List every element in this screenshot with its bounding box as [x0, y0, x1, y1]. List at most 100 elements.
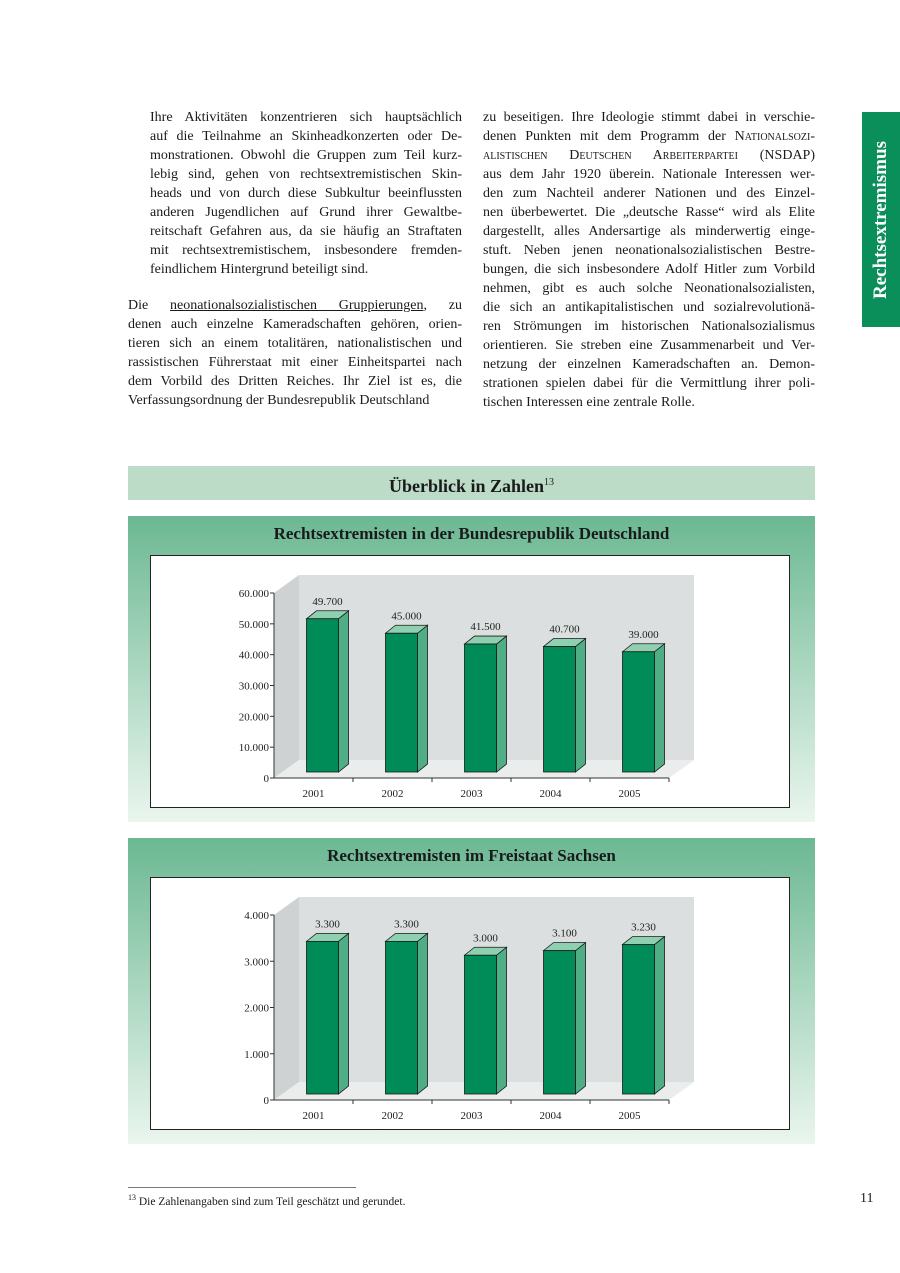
- bar: [464, 954, 497, 1095]
- bar-value-label: 3.100: [552, 928, 577, 940]
- text-segment: stuft. Neben jenen neonationalsozialisti…: [483, 243, 815, 258]
- text-line: strationen spielen dabei für die Vermitt…: [483, 374, 815, 393]
- paragraph: Ihre Aktivitäten konzentrieren sich haup…: [128, 108, 462, 279]
- text-line: orientieren. Sie streben eine Zusammenar…: [483, 336, 815, 355]
- footnote-divider: [128, 1187, 356, 1188]
- text-line: lebig sind, gehen von rechtsextremistisc…: [128, 165, 462, 184]
- text-segment: die sich an antikapitalistischen und soz…: [483, 300, 815, 315]
- bar-value-label: 3.000: [473, 932, 498, 944]
- text-segment: rassistischen Führerstaat mit einer Einh…: [128, 355, 462, 370]
- bar-value-label: 45.000: [391, 610, 422, 622]
- text-line: die sich an antikapitalistischen und soz…: [483, 298, 815, 317]
- bar-side: [417, 932, 428, 1095]
- section-side-tab-label: Rechtsextremismus: [870, 140, 891, 299]
- text-segment: ren Strömungen im historischen Nationals…: [483, 319, 815, 334]
- bar-side: [338, 932, 349, 1095]
- text-segment: bungen, die sich insbesondere Adolf Hitl…: [483, 262, 815, 277]
- section-side-tab: Rechtsextremismus: [862, 112, 900, 327]
- text-segment: mit rechtsextremistischem, insbesondere …: [150, 243, 462, 258]
- text-segment: denen Punkten mit dem Programm der: [483, 129, 735, 144]
- bar-value-label: 39.000: [628, 629, 659, 641]
- text-segment: strationen spielen dabei für die Vermitt…: [483, 376, 815, 391]
- bar: [464, 643, 497, 773]
- y-tick-label: 30.000: [239, 681, 270, 693]
- text-segment: feindlichem Hintergrund beteiligt sind.: [150, 262, 369, 277]
- bar-chart-germany: 0 10.000 20.000 30.000 40.000 50.000 60.000 200…: [239, 575, 694, 800]
- footnote-reference: 13: [544, 477, 555, 488]
- x-tick-label: 2005: [619, 1110, 642, 1122]
- text-segment: nehmen, gibt es auch solche Neonationals…: [483, 281, 815, 296]
- left-wall: [274, 575, 299, 778]
- paragraph: Die neonationalsozialistischen Gruppieru…: [128, 296, 462, 410]
- x-tick-label: 2003: [461, 788, 484, 800]
- text-segment: den zum Nachteil anderer Nationen und de…: [483, 186, 815, 201]
- text-line: feindlichem Hintergrund beteiligt sind.: [128, 260, 462, 279]
- text-segment: Ihre Aktivitäten konzentrieren sich haup…: [150, 110, 462, 125]
- bar: [385, 940, 418, 1095]
- text-line: dem Vorbild des Dritten Reiches. Ihr Zie…: [128, 372, 462, 391]
- overview-title: Überblick in Zahlen: [388, 476, 545, 496]
- text-line: auf die Teilnahme an Skinheadkonzerten o…: [128, 127, 462, 146]
- x-tick-label: 2002: [382, 788, 404, 800]
- y-tick-label: 40.000: [239, 650, 270, 662]
- chart-title: Rechtsextremisten in der Bundesrepublik …: [273, 524, 670, 543]
- bar: [543, 646, 576, 773]
- text-segment: lebig sind, gehen von rechtsextremistisc…: [150, 167, 462, 182]
- y-tick-label: 10.000: [239, 742, 270, 754]
- text-segment: auf die Teilnahme an Skinheadkonzerten o…: [150, 129, 462, 144]
- right-text-column: zu beseitigen. Ihre Ideologie stimmt dab…: [483, 108, 815, 412]
- text-line: heads und von durch diese Subkultur beei…: [128, 184, 462, 203]
- text-line: monstrationen. Obwohl die Gruppen zum Te…: [128, 146, 462, 165]
- footnote-number: 13: [128, 1193, 136, 1202]
- text-segment: nen überbewertet. Die „deutsche Rasse“ w…: [483, 205, 815, 220]
- chart-panel-germany: Rechtsextremisten in der Bundesrepublik …: [128, 516, 815, 822]
- y-tick-label: 2.000: [244, 1003, 269, 1015]
- text-line: den zum Nachteil anderer Nationen und de…: [483, 184, 815, 203]
- page-number: 11: [860, 1191, 874, 1206]
- footnote-text: Die Zahlenangaben sind zum Teil geschätz…: [138, 1195, 406, 1208]
- chart-frame: 0 1.000 2.000 3.000 4.000 2001 3.300 2002 3.300 2…: [150, 877, 790, 1130]
- text-segment: zu beseitigen. Ihre Ideologie stimmt dab…: [483, 110, 815, 125]
- emphasized-term: neonationalsozialistischen Gruppierungen: [170, 298, 424, 313]
- text-line: Verfassungsordnung der Bundesrepublik De…: [128, 391, 462, 410]
- bar-value-label: 49.700: [312, 596, 343, 608]
- y-tick-label: 3.000: [244, 956, 269, 968]
- y-tick-label: 0: [264, 773, 270, 785]
- text-segment: aus dem Jahr 1920 überein. Nationale Int…: [483, 167, 815, 182]
- text-line: alistischen Deutschen Arbeiterpartei (NS…: [483, 146, 815, 165]
- bar: [306, 618, 339, 773]
- chart-title: Rechtsextremisten im Freistaat Sachsen: [327, 846, 616, 865]
- bar: [622, 944, 655, 1095]
- paragraph: zu beseitigen. Ihre Ideologie stimmt dab…: [483, 108, 815, 412]
- x-tick-label: 2004: [540, 1110, 563, 1122]
- text-segment: denen auch einzelne Kameradschaften gehö…: [128, 317, 462, 332]
- chart-panel-saxony: Rechtsextremisten im Freistaat Sachsen 0…: [128, 838, 815, 1144]
- y-tick-label: 4.000: [244, 910, 269, 922]
- text-segment: dem Vorbild des Dritten Reiches. Ihr Zie…: [128, 374, 462, 389]
- overview-header: Überblick in Zahlen13: [128, 466, 815, 500]
- bar-side: [338, 609, 349, 773]
- text-line: denen Punkten mit dem Programm der Natio…: [483, 127, 815, 146]
- text-line: bungen, die sich insbesondere Adolf Hitl…: [483, 260, 815, 279]
- text-segment: Die: [128, 298, 170, 313]
- text-line: reitschaft Gefahren aus, da sie häufig a…: [128, 222, 462, 241]
- text-segment: anderen Jugendlichen auf Grund ihrer Gew…: [150, 205, 462, 220]
- bar: [622, 651, 655, 773]
- bar-side: [575, 637, 586, 773]
- text-line: stuft. Neben jenen neonationalsozialisti…: [483, 241, 815, 260]
- text-segment: Nationalsozi-: [734, 129, 815, 144]
- bar: [543, 950, 576, 1095]
- left-text-column: Ihre Aktivitäten konzentrieren sich haup…: [128, 108, 462, 410]
- y-tick-label: 20.000: [239, 711, 270, 723]
- bar-value-label: 3.300: [315, 918, 340, 930]
- y-tick-label: 50.000: [239, 619, 270, 631]
- x-tick-label: 2002: [382, 1110, 404, 1122]
- bar-value-label: 40.700: [549, 624, 580, 636]
- text-segment: (NSDAP): [737, 148, 815, 163]
- text-line: tieren sich an einem totalitären, nation…: [128, 334, 462, 353]
- text-line: nen überbewertet. Die „deutsche Rasse“ w…: [483, 203, 815, 222]
- bar-side: [417, 624, 428, 773]
- x-tick-label: 2001: [303, 1110, 325, 1122]
- chart-frame: 0 10.000 20.000 30.000 40.000 50.000 60.000 200…: [150, 555, 790, 808]
- bar-value-label: 3.230: [631, 922, 656, 934]
